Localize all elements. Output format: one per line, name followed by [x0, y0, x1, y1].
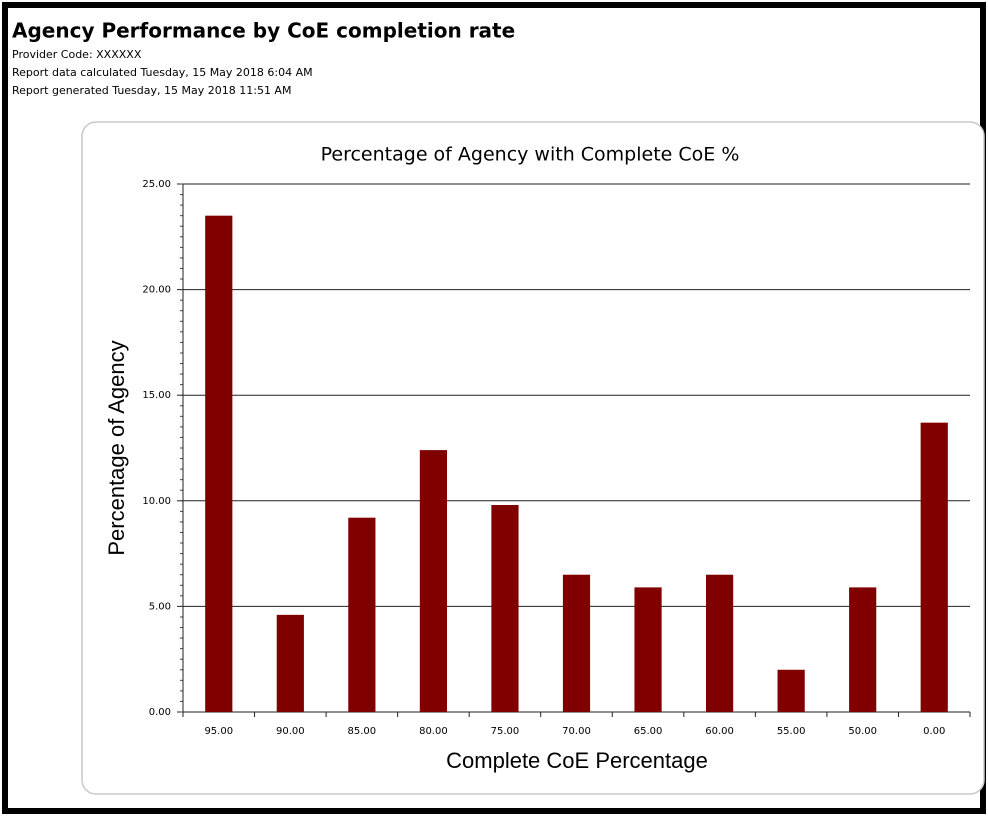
bar: [849, 587, 877, 712]
report-line: Report generated Tuesday, 15 May 2018 11…: [12, 84, 291, 97]
y-tick-label: 20.00: [142, 285, 171, 296]
report-title: Agency Performance by CoE completion rat…: [12, 19, 515, 43]
x-tick-label: 75.00: [491, 726, 520, 737]
bar: [562, 574, 591, 712]
x-tick-label: 0.00: [923, 726, 945, 737]
x-tick-label: 80.00: [419, 726, 448, 737]
report-line: Report data calculated Tuesday, 15 May 2…: [12, 66, 313, 79]
y-tick-label: 5.00: [149, 601, 171, 612]
bar: [348, 517, 376, 712]
bar: [634, 587, 662, 712]
x-tick-label: 90.00: [276, 726, 305, 737]
bar: [920, 422, 948, 712]
x-axis-label: Complete CoE Percentage: [446, 748, 708, 773]
bar: [276, 614, 304, 712]
x-tick-label: 70.00: [562, 726, 591, 737]
bar: [205, 215, 233, 712]
x-tick-label: 85.00: [348, 726, 377, 737]
bar: [419, 450, 448, 712]
chart-title: Percentage of Agency with Complete CoE %: [321, 144, 740, 166]
x-tick-label: 60.00: [705, 726, 734, 737]
y-axis-label: Percentage of Agency: [104, 340, 129, 555]
bar: [491, 505, 519, 712]
bar: [777, 669, 805, 712]
x-tick-label: 55.00: [777, 726, 806, 737]
y-tick-label: 0.00: [149, 707, 171, 718]
x-tick-label: 50.00: [848, 726, 877, 737]
y-tick-label: 15.00: [142, 390, 171, 401]
y-tick-label: 25.00: [142, 179, 171, 190]
x-tick-label: 65.00: [634, 726, 663, 737]
x-tick-label: 95.00: [204, 726, 233, 737]
report-line: Provider Code: XXXXXX: [12, 48, 142, 61]
bar: [705, 574, 734, 712]
y-tick-label: 10.00: [142, 496, 171, 507]
